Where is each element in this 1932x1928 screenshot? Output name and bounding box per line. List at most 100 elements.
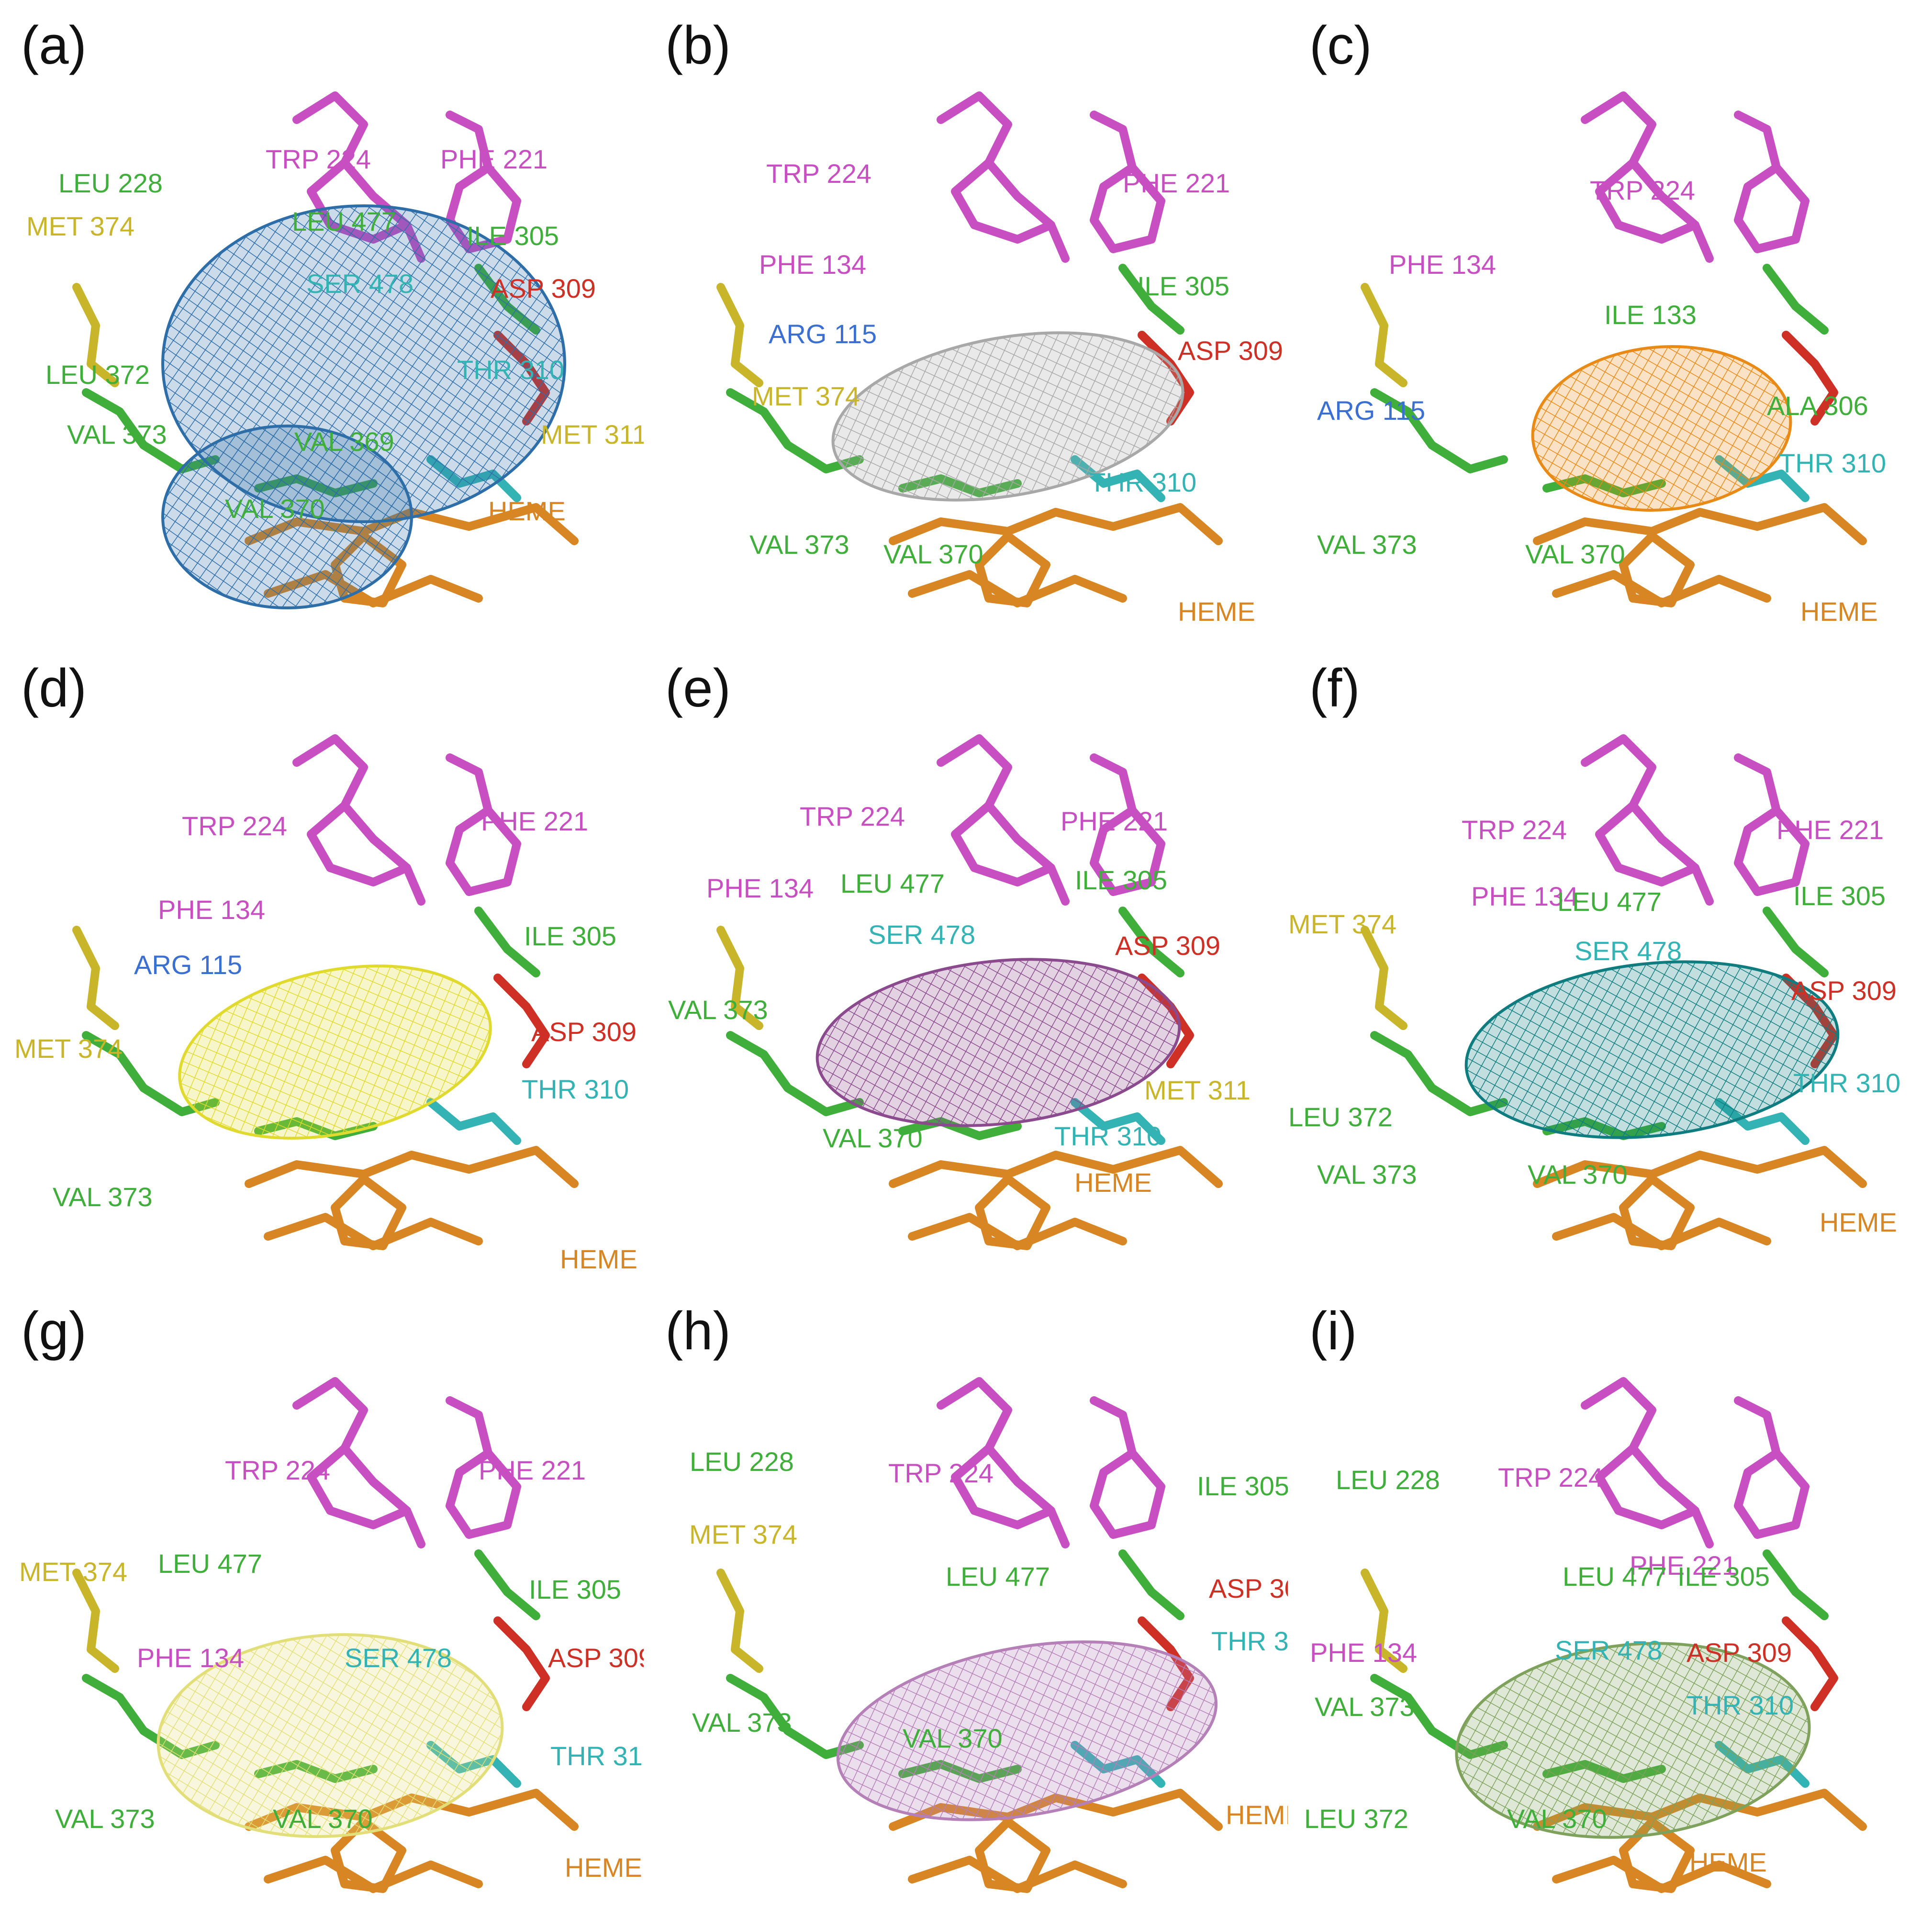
- residue-stick: [1361, 926, 1407, 1030]
- residue-label: HEME: [488, 496, 566, 526]
- residue-label: MET 374: [752, 381, 860, 411]
- residue-label: HEME: [1074, 1167, 1152, 1198]
- residue-stick: [474, 907, 540, 977]
- residue-stick: [245, 1146, 579, 1188]
- residue-label: LEU 477: [158, 1548, 262, 1579]
- panel-label: (d): [21, 658, 87, 718]
- molecular-scene: [1361, 734, 1867, 1250]
- residue-label: LEU 477: [840, 868, 945, 898]
- residue-stick: [975, 532, 1050, 607]
- residue-label: ASP 309: [491, 273, 596, 303]
- residue-stick: [726, 1031, 864, 1116]
- residue-label: ARG 115: [1317, 395, 1426, 426]
- residue-label: VAL 373: [749, 529, 849, 560]
- residue-stick: [951, 158, 1070, 263]
- residue-label: ARG 115: [769, 319, 877, 349]
- residue-stick: [1581, 91, 1699, 229]
- residue-stick: [1782, 1616, 1838, 1711]
- residue-label: ILE 305: [529, 1574, 622, 1604]
- residue-stick: [1370, 388, 1508, 473]
- residue-label: MET 311: [541, 419, 644, 449]
- panel-label: (f): [1309, 658, 1360, 718]
- residue-label: VAL 370: [1507, 1804, 1607, 1834]
- residue-label: VAL 370: [1525, 539, 1625, 569]
- residue-label: ILE 133: [1604, 300, 1697, 330]
- residue-stick: [1619, 1175, 1695, 1250]
- residue-label: THR 310: [522, 1074, 629, 1104]
- residue-stick: [951, 1444, 1070, 1548]
- residue-stick: [1118, 264, 1184, 335]
- residue-label: HEME: [1820, 1207, 1897, 1237]
- residue-stick: [975, 1817, 1050, 1893]
- panel-label: (b): [665, 15, 731, 75]
- residue-stick: [493, 974, 550, 1068]
- residue-stick: [446, 111, 521, 253]
- ligand-mesh-surface: [815, 958, 1181, 1127]
- residue-stick: [1763, 907, 1829, 977]
- residue-label: VAL 369: [294, 426, 394, 457]
- residue-label: TRP 224: [182, 811, 287, 841]
- panel-g: (g) TRP 224 PHE 221 MET 374 LEU 477 ILE 305 PH…: [0, 1286, 644, 1928]
- residue-label: TRP 224: [800, 801, 905, 831]
- molecular-scene: [72, 1377, 579, 1893]
- residue-label: HEME: [560, 1244, 637, 1274]
- residue-stick: [1533, 1146, 1867, 1188]
- ligand-mesh-surface: [156, 1633, 504, 1838]
- molecular-scene: [716, 734, 1223, 1250]
- residue-label: PHE 221: [1630, 1550, 1737, 1581]
- residue-stick: [726, 388, 864, 473]
- residue-label: PHE 221: [1061, 806, 1168, 836]
- residue-label: ASP 309: [531, 1017, 637, 1047]
- residue-label: TRP 224: [888, 1458, 994, 1488]
- panel-label: (g): [21, 1301, 87, 1361]
- residue-stick: [1118, 907, 1184, 977]
- residue-label: ASP 309: [1209, 1573, 1288, 1603]
- residue-stick: [716, 283, 763, 387]
- residue-label: LEU 372: [1288, 1102, 1393, 1132]
- residue-label: MET 374: [14, 1033, 123, 1064]
- panel-label: (a): [21, 15, 87, 75]
- residue-stick: [1090, 111, 1165, 253]
- residue-stick: [1118, 1549, 1184, 1620]
- panel-label: (h): [665, 1301, 731, 1361]
- panel-b: (b) TRP 224 PHE 221 PHE 134 ILE 305 ARG 115 AS…: [644, 0, 1288, 642]
- residue-label: LEU 228: [58, 168, 163, 198]
- residue-stick: [975, 1175, 1050, 1250]
- molecular-scene: [716, 91, 1223, 607]
- residue-label: ASP 309: [1686, 1637, 1792, 1668]
- ligand-mesh-surface: [1455, 1642, 1811, 1839]
- panel-e: (e) TRP 224 PHE 221 PHE 134 LEU 477 ILE 305 SE…: [644, 643, 1288, 1285]
- residue-label: VAL 373: [1317, 529, 1417, 560]
- residue-label: MET 374: [1288, 909, 1397, 939]
- panel-label: (c): [1309, 15, 1372, 75]
- residue-label: PHE 221: [481, 806, 589, 836]
- residue-label: ILE 305: [1075, 865, 1168, 895]
- residue-stick: [307, 801, 425, 906]
- panel-h: (h) LEU 228 TRP 224 ILE 305 MET 374 LEU 477 AS…: [644, 1286, 1288, 1928]
- residue-label: VAL 373: [668, 995, 768, 1025]
- residue-label: MET 374: [26, 211, 135, 241]
- residue-label: ILE 305: [467, 221, 559, 251]
- residue-stick: [1734, 111, 1809, 253]
- residue-label: VAL 370: [883, 539, 983, 569]
- residue-label: LEU 477: [292, 206, 396, 236]
- residue-stick: [1595, 158, 1714, 263]
- residue-label: PHE 134: [1471, 881, 1579, 911]
- residue-label: THR 310: [550, 1741, 644, 1771]
- residue-stick: [1763, 1549, 1829, 1620]
- residue-stick: [889, 503, 1223, 545]
- residue-label: LEU 372: [1304, 1804, 1408, 1834]
- residue-label: ASP 309: [548, 1643, 644, 1673]
- residue-label: LEU 228: [1336, 1465, 1440, 1495]
- residue-label: HEME: [1178, 596, 1255, 627]
- residue-stick: [72, 1569, 119, 1673]
- residue-label: TRP 224: [1462, 815, 1567, 845]
- panel-label: (e): [665, 658, 731, 718]
- residue-label: THR 310: [1089, 467, 1197, 497]
- residue-label: ILE 305: [1677, 1561, 1770, 1592]
- residue-label: VAL 370: [225, 493, 325, 524]
- residue-stick: [1581, 734, 1699, 872]
- molecular-scene: [72, 734, 579, 1250]
- residue-label: VAL 373: [53, 1182, 153, 1212]
- residue-stick: [292, 1377, 411, 1515]
